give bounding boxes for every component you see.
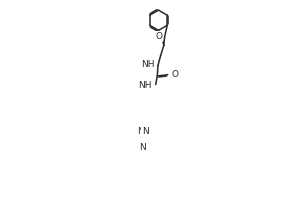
Text: NH: NH — [139, 81, 152, 90]
Text: O: O — [156, 32, 163, 41]
Text: N: N — [137, 127, 144, 136]
Text: N: N — [139, 143, 145, 152]
Text: N: N — [142, 127, 149, 136]
Text: NH: NH — [141, 60, 155, 69]
Text: O: O — [171, 70, 178, 79]
